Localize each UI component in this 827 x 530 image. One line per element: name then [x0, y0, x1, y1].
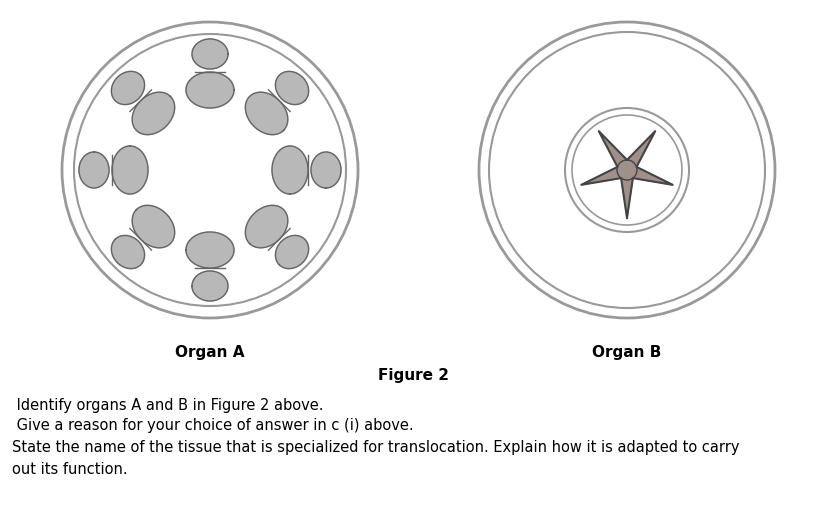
Polygon shape	[245, 205, 288, 248]
Polygon shape	[245, 92, 288, 135]
Polygon shape	[132, 205, 174, 248]
Circle shape	[616, 160, 636, 180]
Polygon shape	[79, 152, 109, 188]
Text: Figure 2: Figure 2	[378, 368, 449, 383]
Polygon shape	[112, 72, 145, 104]
Text: Give a reason for your choice of answer in c (i) above.: Give a reason for your choice of answer …	[12, 418, 413, 433]
Polygon shape	[186, 72, 234, 108]
Circle shape	[62, 22, 357, 318]
Text: Organ A: Organ A	[175, 345, 245, 360]
Text: State the name of the tissue that is specialized for translocation. Explain how : State the name of the tissue that is spe…	[12, 440, 739, 455]
Polygon shape	[112, 235, 145, 269]
Polygon shape	[192, 271, 227, 301]
Polygon shape	[186, 232, 234, 268]
Text: out its function.: out its function.	[12, 462, 127, 477]
Circle shape	[479, 22, 774, 318]
Polygon shape	[311, 152, 341, 188]
Polygon shape	[275, 72, 308, 104]
Polygon shape	[581, 131, 672, 218]
Text: Identify organs A and B in Figure 2 above.: Identify organs A and B in Figure 2 abov…	[12, 398, 323, 413]
Polygon shape	[275, 235, 308, 269]
Text: Organ B: Organ B	[591, 345, 661, 360]
Polygon shape	[192, 39, 227, 69]
Polygon shape	[132, 92, 174, 135]
Polygon shape	[112, 146, 148, 194]
Polygon shape	[272, 146, 308, 194]
Circle shape	[572, 116, 680, 224]
